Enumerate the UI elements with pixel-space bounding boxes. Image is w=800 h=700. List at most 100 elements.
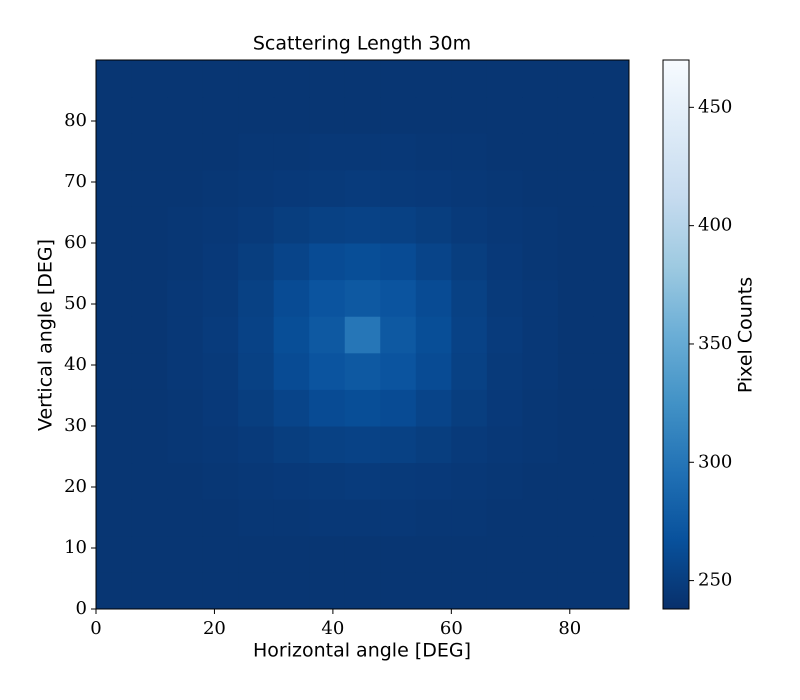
- heatmap-cell: [238, 389, 275, 427]
- heatmap-cell: [415, 352, 452, 390]
- heatmap-cell: [557, 535, 594, 573]
- heatmap-cell: [309, 133, 346, 171]
- heatmap-cell: [344, 462, 381, 500]
- heatmap-cell: [202, 243, 239, 281]
- heatmap-cell: [96, 279, 133, 317]
- heatmap-cell: [273, 243, 310, 281]
- y-tick-label: 50: [64, 293, 87, 314]
- heatmap-cell: [167, 499, 204, 537]
- heatmap-cell: [309, 206, 346, 244]
- heatmap-cell: [557, 389, 594, 427]
- heatmap-cell: [202, 206, 239, 244]
- heatmap-cell: [202, 60, 239, 98]
- heatmap-cell: [522, 169, 559, 207]
- heatmap-cell: [238, 60, 275, 98]
- heatmap-cell: [593, 462, 630, 500]
- heatmap-cells: [96, 60, 630, 610]
- heatmap-cell: [593, 96, 630, 134]
- heatmap-cell: [557, 316, 594, 354]
- heatmap-cell: [167, 169, 204, 207]
- heatmap-cell: [131, 133, 168, 171]
- heatmap-cell: [593, 133, 630, 171]
- heatmap-cell: [96, 535, 133, 573]
- heatmap-cell: [380, 60, 417, 98]
- heatmap-cell: [96, 572, 133, 610]
- heatmap-cell: [557, 352, 594, 390]
- heatmap-cell: [380, 462, 417, 500]
- heatmap-cell: [202, 352, 239, 390]
- heatmap-cell: [557, 572, 594, 610]
- heatmap-cell: [96, 426, 133, 464]
- heatmap-cell: [380, 96, 417, 134]
- heatmap-cell: [415, 243, 452, 281]
- heatmap-cell: [202, 169, 239, 207]
- heatmap-cell: [451, 535, 488, 573]
- heatmap-cell: [415, 60, 452, 98]
- heatmap-cell: [486, 279, 523, 317]
- heatmap-cell: [415, 316, 452, 354]
- heatmap-cell: [202, 96, 239, 134]
- heatmap-cell: [131, 169, 168, 207]
- heatmap-cell: [202, 499, 239, 537]
- heatmap-cell: [167, 462, 204, 500]
- heatmap-cell: [96, 243, 133, 281]
- heatmap-cell: [238, 572, 275, 610]
- y-tick-label: 70: [64, 171, 87, 192]
- heatmap-cell: [273, 60, 310, 98]
- heatmap-cell: [202, 133, 239, 171]
- heatmap-cell: [486, 572, 523, 610]
- heatmap-cell: [380, 243, 417, 281]
- heatmap-cell: [131, 572, 168, 610]
- heatmap-cell: [486, 169, 523, 207]
- heatmap-cell: [522, 206, 559, 244]
- heatmap-cell: [415, 499, 452, 537]
- heatmap-cell: [167, 133, 204, 171]
- heatmap-cell: [96, 316, 133, 354]
- heatmap-cell: [344, 426, 381, 464]
- heatmap-cell: [522, 96, 559, 134]
- heatmap-cell: [415, 389, 452, 427]
- x-tick-label: 0: [90, 618, 101, 639]
- colorbar-label: Pixel Counts: [735, 277, 757, 393]
- heatmap-cell: [486, 96, 523, 134]
- colorbar-tick-label: 450: [698, 96, 732, 117]
- heatmap-cell: [451, 462, 488, 500]
- heatmap-cell: [380, 169, 417, 207]
- heatmap-cell: [344, 572, 381, 610]
- heatmap-cell: [238, 169, 275, 207]
- heatmap-cell: [131, 316, 168, 354]
- heatmap-cell: [593, 60, 630, 98]
- heatmap-cell: [131, 206, 168, 244]
- heatmap-cell: [486, 206, 523, 244]
- heatmap-cell: [593, 316, 630, 354]
- heatmap-cell: [380, 133, 417, 171]
- y-tick-label: 0: [76, 598, 87, 619]
- colorbar-tick-label: 250: [698, 570, 732, 591]
- heatmap-cell: [451, 169, 488, 207]
- heatmap-cell: [415, 462, 452, 500]
- heatmap-cell: [273, 206, 310, 244]
- heatmap-cell: [131, 60, 168, 98]
- y-tick-label: 60: [64, 232, 87, 253]
- heatmap-cell: [380, 352, 417, 390]
- heatmap-cell: [486, 243, 523, 281]
- heatmap-cell: [557, 133, 594, 171]
- heatmap-cell: [309, 426, 346, 464]
- heatmap-cell: [309, 169, 346, 207]
- heatmap-cell: [557, 169, 594, 207]
- heatmap-cell: [167, 426, 204, 464]
- heatmap-cell: [344, 169, 381, 207]
- heatmap-cell: [522, 316, 559, 354]
- heatmap-cell: [486, 426, 523, 464]
- heatmap-cell: [167, 60, 204, 98]
- heatmap-cell: [593, 499, 630, 537]
- heatmap-cell: [593, 426, 630, 464]
- heatmap-cell: [344, 389, 381, 427]
- heatmap-cell: [380, 279, 417, 317]
- heatmap-cell: [167, 572, 204, 610]
- heatmap-cell: [380, 206, 417, 244]
- y-tick-label: 30: [64, 415, 87, 436]
- heatmap-cell: [238, 206, 275, 244]
- heatmap-cell: [344, 133, 381, 171]
